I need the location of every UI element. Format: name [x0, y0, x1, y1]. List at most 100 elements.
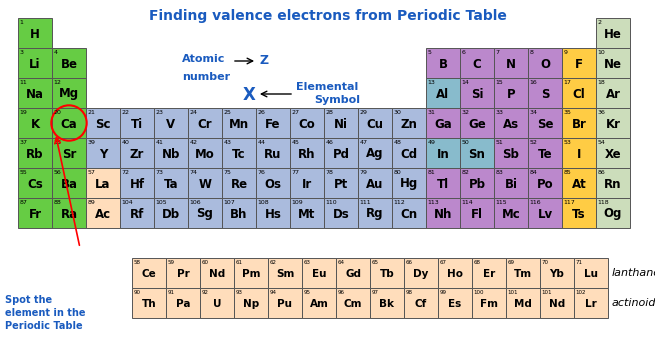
Bar — [188, 198, 222, 228]
Text: Sg: Sg — [196, 208, 214, 221]
Bar — [188, 108, 222, 138]
Bar — [268, 258, 302, 288]
Text: 101: 101 — [508, 290, 518, 295]
Text: S: S — [541, 87, 550, 100]
Text: 51: 51 — [495, 140, 503, 145]
Text: 55: 55 — [20, 170, 28, 175]
Bar — [426, 108, 460, 138]
Text: number: number — [182, 72, 230, 82]
Text: Pt: Pt — [334, 178, 348, 191]
Text: Sm: Sm — [276, 269, 294, 279]
Bar — [506, 258, 540, 288]
Bar — [438, 288, 472, 318]
Text: 35: 35 — [563, 110, 571, 115]
Text: Ce: Ce — [141, 269, 157, 279]
Text: Xe: Xe — [605, 148, 622, 161]
Text: Eu: Eu — [312, 269, 326, 279]
Text: B: B — [438, 57, 447, 70]
Text: 78: 78 — [326, 170, 333, 175]
Bar — [222, 168, 256, 198]
Bar — [494, 108, 528, 138]
Text: Cu: Cu — [367, 117, 383, 130]
Text: Ga: Ga — [434, 117, 452, 130]
Text: 76: 76 — [257, 170, 265, 175]
Bar — [52, 138, 86, 168]
Text: Np: Np — [243, 299, 259, 309]
Text: Nh: Nh — [434, 208, 452, 221]
Bar — [494, 48, 528, 78]
Text: 27: 27 — [291, 110, 299, 115]
Text: 63: 63 — [303, 260, 310, 265]
Text: Cm: Cm — [344, 299, 362, 309]
Text: Ne: Ne — [604, 57, 622, 70]
Bar — [188, 138, 222, 168]
Text: 54: 54 — [597, 140, 605, 145]
Bar — [222, 138, 256, 168]
Text: Ho: Ho — [447, 269, 463, 279]
Bar — [392, 198, 426, 228]
Text: 52: 52 — [529, 140, 537, 145]
Text: 34: 34 — [529, 110, 538, 115]
Text: 70: 70 — [542, 260, 548, 265]
Text: 62: 62 — [269, 260, 276, 265]
Text: 43: 43 — [223, 140, 231, 145]
Text: Lr: Lr — [585, 299, 597, 309]
Bar — [370, 288, 404, 318]
Text: Pm: Pm — [242, 269, 260, 279]
Bar — [596, 78, 630, 108]
Text: Se: Se — [536, 117, 553, 130]
Bar — [562, 108, 596, 138]
Bar — [596, 48, 630, 78]
Text: 91: 91 — [168, 290, 174, 295]
Bar — [132, 258, 166, 288]
Bar — [562, 198, 596, 228]
Text: Y: Y — [99, 148, 107, 161]
Text: Au: Au — [366, 178, 384, 191]
Text: Rh: Rh — [298, 148, 316, 161]
Text: 53: 53 — [563, 140, 571, 145]
Text: Tm: Tm — [514, 269, 532, 279]
Bar — [52, 168, 86, 198]
Text: 9: 9 — [563, 50, 567, 55]
Text: Er: Er — [483, 269, 495, 279]
Text: 38: 38 — [54, 140, 62, 145]
Bar — [358, 198, 392, 228]
Text: Po: Po — [536, 178, 553, 191]
Text: 25: 25 — [223, 110, 231, 115]
Text: 85: 85 — [563, 170, 571, 175]
Bar — [562, 138, 596, 168]
Bar — [358, 138, 392, 168]
Text: 5: 5 — [428, 50, 432, 55]
Bar — [460, 108, 494, 138]
Text: 12: 12 — [54, 80, 62, 85]
Text: 60: 60 — [202, 260, 208, 265]
Text: 73: 73 — [155, 170, 164, 175]
Text: 88: 88 — [54, 200, 62, 205]
Text: 94: 94 — [269, 290, 276, 295]
Text: Sr: Sr — [62, 148, 76, 161]
Bar — [86, 198, 120, 228]
Text: Mc: Mc — [502, 208, 520, 221]
Text: 97: 97 — [371, 290, 379, 295]
Text: Fr: Fr — [28, 208, 41, 221]
Text: Mo: Mo — [195, 148, 215, 161]
Bar — [494, 168, 528, 198]
Bar — [18, 198, 52, 228]
Text: Ra: Ra — [60, 208, 77, 221]
Text: 59: 59 — [168, 260, 174, 265]
Text: 65: 65 — [371, 260, 379, 265]
Text: 92: 92 — [202, 290, 208, 295]
Text: 74: 74 — [189, 170, 198, 175]
Text: Nd: Nd — [549, 299, 565, 309]
Text: Es: Es — [449, 299, 462, 309]
Text: 14: 14 — [462, 80, 470, 85]
Bar — [574, 258, 608, 288]
Text: C: C — [473, 57, 481, 70]
Bar — [426, 168, 460, 198]
Text: 81: 81 — [428, 170, 436, 175]
Text: 1: 1 — [20, 20, 24, 25]
Text: 22: 22 — [121, 110, 130, 115]
Bar — [290, 138, 324, 168]
Bar — [200, 258, 234, 288]
Text: Cf: Cf — [415, 299, 427, 309]
